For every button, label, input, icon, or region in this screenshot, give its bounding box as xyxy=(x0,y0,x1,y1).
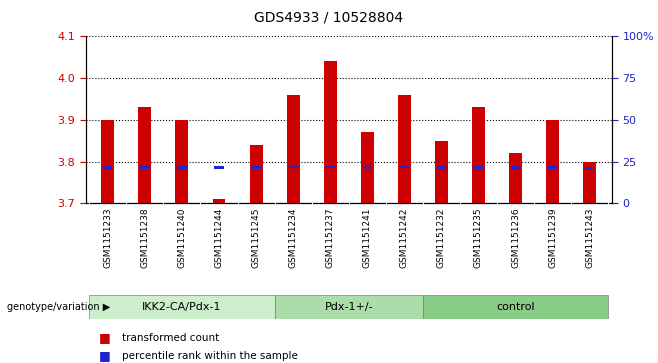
Bar xyxy=(398,95,411,203)
Text: ■ transformed count: ■ transformed count xyxy=(0,362,1,363)
Text: GSM1151245: GSM1151245 xyxy=(251,208,261,268)
Text: ■ percentile rank within the sample: ■ percentile rank within the sample xyxy=(0,362,1,363)
Text: GDS4933 / 10528804: GDS4933 / 10528804 xyxy=(255,11,403,25)
Text: GSM1151235: GSM1151235 xyxy=(474,208,483,269)
Bar xyxy=(288,166,298,168)
Text: ■: ■ xyxy=(99,331,111,344)
Text: GSM1151240: GSM1151240 xyxy=(178,208,186,268)
Bar xyxy=(546,120,559,203)
Bar xyxy=(363,167,372,169)
Text: GSM1151237: GSM1151237 xyxy=(326,208,335,269)
Bar xyxy=(138,107,151,203)
Text: GSM1151239: GSM1151239 xyxy=(548,208,557,269)
Text: control: control xyxy=(496,302,535,312)
Bar xyxy=(399,166,409,168)
Bar xyxy=(361,132,374,203)
Bar xyxy=(249,145,263,203)
Bar xyxy=(511,167,520,169)
Text: GSM1151238: GSM1151238 xyxy=(140,208,149,269)
Text: GSM1151233: GSM1151233 xyxy=(103,208,113,269)
Bar xyxy=(215,167,224,169)
Text: genotype/variation ▶: genotype/variation ▶ xyxy=(7,302,110,312)
Bar xyxy=(472,107,485,203)
Text: GSM1151241: GSM1151241 xyxy=(363,208,372,268)
Bar xyxy=(509,153,522,203)
Bar xyxy=(423,294,608,319)
Text: GSM1151232: GSM1151232 xyxy=(437,208,446,268)
Text: GSM1151236: GSM1151236 xyxy=(511,208,520,269)
Bar xyxy=(103,166,113,169)
Bar xyxy=(176,120,188,203)
Bar xyxy=(177,167,187,169)
Bar xyxy=(548,166,557,169)
Bar xyxy=(326,166,335,168)
Text: GSM1151244: GSM1151244 xyxy=(215,208,224,268)
Text: percentile rank within the sample: percentile rank within the sample xyxy=(122,351,297,361)
Text: ■: ■ xyxy=(99,349,111,362)
Text: GSM1151243: GSM1151243 xyxy=(585,208,594,268)
Bar xyxy=(274,294,423,319)
Bar xyxy=(287,95,299,203)
Bar xyxy=(324,61,337,203)
Bar xyxy=(140,166,149,169)
Text: GSM1151242: GSM1151242 xyxy=(400,208,409,268)
Bar xyxy=(585,167,594,169)
Text: transformed count: transformed count xyxy=(122,333,219,343)
Bar xyxy=(213,199,226,203)
Bar xyxy=(583,162,596,203)
Text: IKK2-CA/Pdx-1: IKK2-CA/Pdx-1 xyxy=(142,302,222,312)
Text: Pdx-1+/-: Pdx-1+/- xyxy=(324,302,373,312)
Text: GSM1151234: GSM1151234 xyxy=(289,208,297,268)
Bar xyxy=(89,294,274,319)
Bar xyxy=(251,166,261,169)
Bar xyxy=(101,120,114,203)
Bar xyxy=(435,141,448,203)
Bar xyxy=(474,166,483,169)
Bar xyxy=(437,167,446,169)
